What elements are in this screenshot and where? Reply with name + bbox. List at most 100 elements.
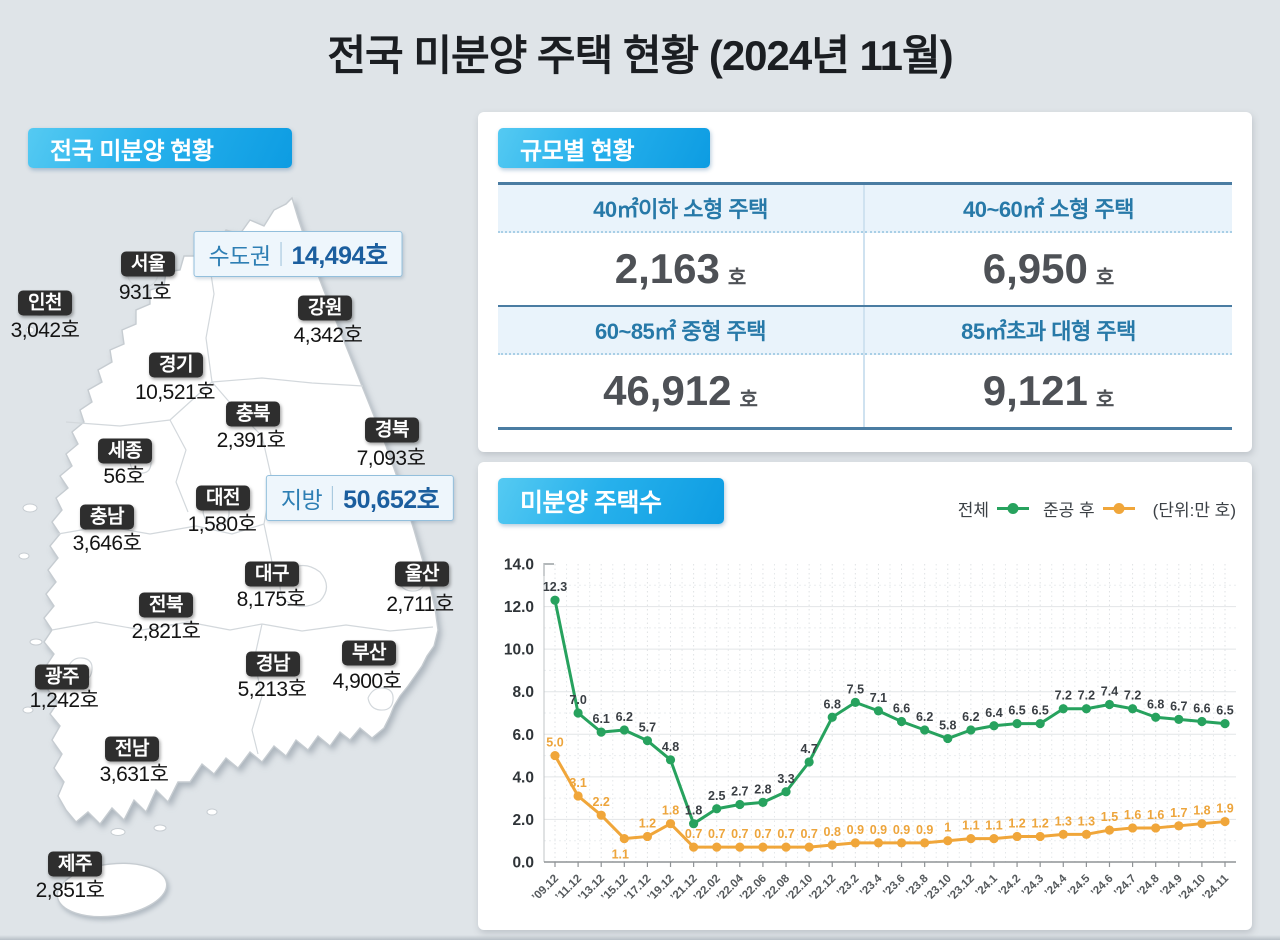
legend-item-completed: 준공 후 <box>1043 496 1136 521</box>
data-point <box>920 725 930 735</box>
region-value: 8,175호 <box>236 588 306 611</box>
data-point-label: 5.7 <box>639 721 656 735</box>
map-section-header: 전국 미분양 현황 <box>28 128 292 168</box>
x-tick-label: ’23.12 <box>946 873 977 904</box>
region-name-badge: 대구 <box>245 561 299 587</box>
region-label: 강원 <box>298 293 352 321</box>
data-point <box>573 708 583 718</box>
data-point <box>827 712 837 722</box>
region-value: 4,342호 <box>293 324 363 347</box>
size-table: 40㎡이하 소형 주택 2,163 호 40~60㎡ 소형 주택 6,950 호… <box>498 182 1232 430</box>
region-label: 울산 <box>395 559 449 587</box>
provinces-summary-box: 지방 50,652호 <box>265 475 455 521</box>
data-point <box>689 819 699 829</box>
region-label: 서울 <box>121 249 175 277</box>
region-label: 전남 <box>105 734 159 762</box>
data-point <box>1220 719 1230 729</box>
region-label: 인천 <box>18 288 72 316</box>
data-point <box>966 833 976 844</box>
x-tick-label: ’24.3 <box>1020 873 1047 900</box>
data-point <box>712 842 722 852</box>
legend-item-total: 전체 <box>958 496 1030 521</box>
region-value: 931호 <box>118 281 172 304</box>
data-point <box>1197 819 1207 829</box>
data-point-label: 6.2 <box>616 710 633 724</box>
region-value: 1,580호 <box>187 513 257 536</box>
data-point-label: 1.2 <box>639 816 656 830</box>
data-point <box>1081 704 1091 714</box>
data-point <box>1151 823 1161 833</box>
data-point-label: 6.2 <box>916 710 933 724</box>
korea-map <box>18 196 439 918</box>
size-cell-label: 40~60㎡ 소형 주택 <box>865 185 1232 233</box>
data-point-label: 2.8 <box>754 782 771 796</box>
data-point <box>989 721 999 731</box>
size-table-row: 60~85㎡ 중형 주택 46,912 호 85㎡초과 대형 주택 9,121 … <box>498 305 1232 427</box>
data-point-label: 1.9 <box>1216 802 1233 816</box>
region-label: 전북 <box>139 590 193 618</box>
data-point-label: 0.7 <box>685 827 702 841</box>
size-cell-label: 40㎡이하 소형 주택 <box>498 185 863 233</box>
data-point <box>1058 829 1068 839</box>
data-point <box>850 838 860 848</box>
region-name-badge: 충남 <box>80 504 134 530</box>
region-name-badge: 광주 <box>35 664 89 690</box>
region-value: 7,093호 <box>356 447 426 470</box>
size-panel-header: 규모별 현황 <box>498 128 710 168</box>
data-point-label: 0.9 <box>893 823 910 837</box>
trend-chart: 0.0 2.0 4.0 6.0 8.0 10.0 12.0 14.0’09.12’11.12’… <box>486 542 1248 929</box>
data-point-label: 1.5 <box>1101 810 1118 824</box>
data-point <box>758 797 768 807</box>
data-point-label: 7.2 <box>1124 689 1141 703</box>
chart-legend: 전체 준공 후 (단위:만 호) <box>958 496 1236 521</box>
region-value: 10,521호 <box>134 381 216 404</box>
data-point <box>1035 831 1045 842</box>
data-point-label: 0.7 <box>777 827 794 841</box>
data-point-label: 7.5 <box>847 682 864 696</box>
jeju-island <box>56 862 168 918</box>
region-value: 2,851호 <box>35 879 105 902</box>
data-point <box>573 791 583 801</box>
data-point-label: 7.4 <box>1101 684 1118 698</box>
data-point <box>943 733 953 744</box>
page-title: 전국 미분양 주택 현황 (2024년 11월) <box>327 32 953 79</box>
size-cell-value: 46,912 <box>603 367 732 414</box>
region-label: 광주 <box>35 662 89 690</box>
region-name-badge: 대전 <box>196 485 250 511</box>
chart-unit-note: (단위:만 호) <box>1152 501 1236 520</box>
data-point-label: 5.8 <box>939 719 956 733</box>
size-cell-unit: 호 <box>727 266 747 289</box>
data-point <box>781 842 791 852</box>
data-point <box>943 836 953 846</box>
y-tick-label: 12.0 <box>504 599 534 616</box>
region-name-badge: 울산 <box>395 561 449 587</box>
chart-panel: 미분양 주택수 전체 준공 후 (단위:만 호) 0.0 2.0 4.0 6.0 8.0… <box>478 462 1252 930</box>
x-tick-label: ’23.2 <box>835 873 862 900</box>
data-point <box>596 727 606 737</box>
data-point-label: 1.6 <box>1147 808 1164 822</box>
data-point <box>665 755 676 765</box>
size-cell: 85㎡초과 대형 주택 9,121 호 <box>865 307 1232 427</box>
size-panel: 규모별 현황 40㎡이하 소형 주택 2,163 호 40~60㎡ 소형 주택 … <box>478 112 1252 452</box>
region-name-badge: 경북 <box>365 417 419 443</box>
data-point <box>1104 825 1115 835</box>
data-point <box>735 842 745 852</box>
legend-label: 전체 <box>957 501 989 520</box>
x-tick-label: ’24.6 <box>1089 873 1116 900</box>
data-point <box>665 819 676 829</box>
data-point <box>896 838 907 848</box>
region-name-badge: 경기 <box>149 352 203 378</box>
data-point-label: 0.9 <box>847 823 864 837</box>
line-dot-marker-icon <box>997 503 1029 514</box>
region-name-badge: 경남 <box>246 651 300 677</box>
region-label: 부산 <box>342 638 396 666</box>
data-point-label: 0.7 <box>708 827 725 841</box>
y-tick-label: 2.0 <box>512 812 534 829</box>
data-point <box>1012 831 1022 842</box>
chart-panel-header: 미분양 주택수 <box>498 478 724 524</box>
x-tick-label: ’24.10 <box>1177 873 1208 904</box>
data-point-label: 1.2 <box>1031 816 1048 830</box>
data-point-label: 1 <box>944 821 951 835</box>
data-point-label: 7.2 <box>1078 689 1095 703</box>
y-tick-label: 4.0 <box>512 769 534 786</box>
